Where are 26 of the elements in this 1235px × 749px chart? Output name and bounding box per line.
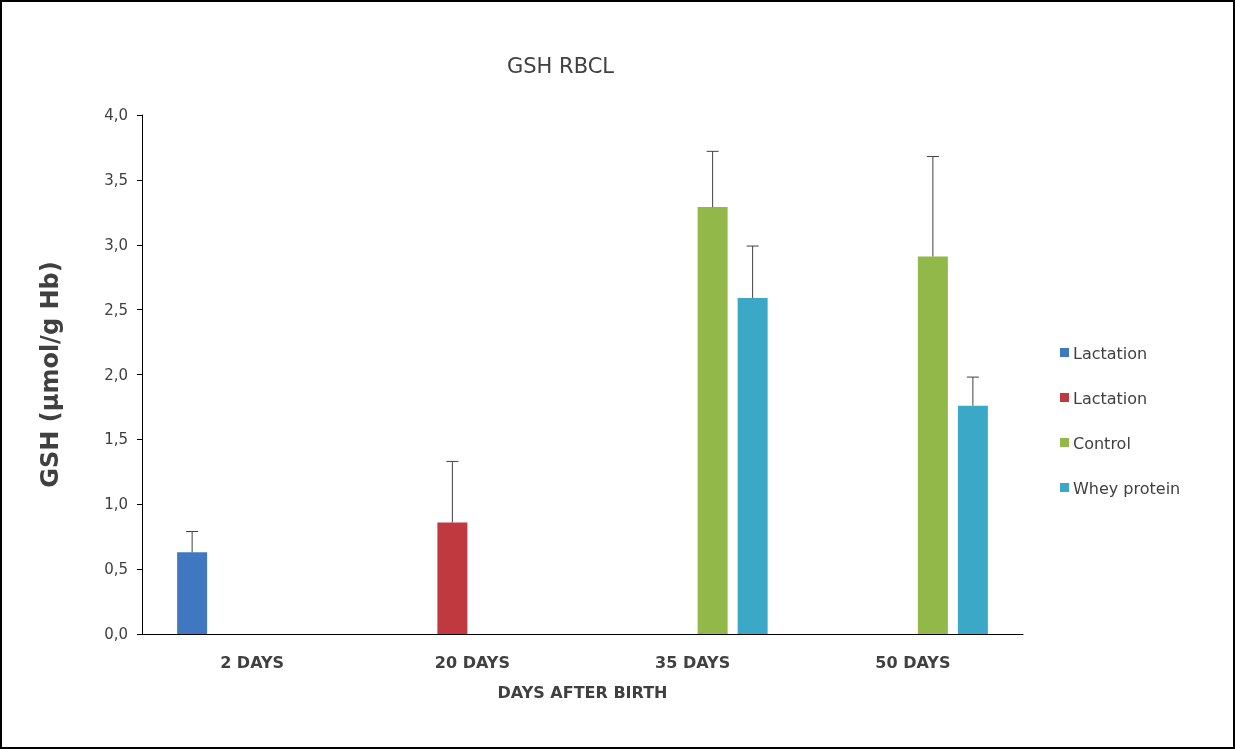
y-tick-label: 3,0 — [104, 235, 128, 254]
legend-label: Lactation — [1073, 388, 1148, 408]
y-tick-label: 2,0 — [104, 365, 128, 384]
bar — [957, 405, 988, 634]
bar — [737, 297, 768, 634]
y-axis-title: GSH (µmol/g Hb) — [36, 261, 64, 488]
x-tick-label: 20 DAYS — [434, 652, 510, 672]
chart-title: GSH RBCL — [507, 53, 615, 78]
bar — [177, 552, 208, 634]
x-axis-title: DAYS AFTER BIRTH — [497, 682, 668, 702]
y-tick-label: 2,5 — [104, 300, 128, 319]
bar — [917, 256, 948, 634]
y-tick-label: 0,5 — [104, 560, 128, 579]
y-tick-label: 1,0 — [104, 495, 128, 514]
x-tick-label: 2 DAYS — [220, 652, 285, 672]
legend-label: Control — [1073, 433, 1131, 453]
bar — [437, 522, 468, 634]
y-tick-label: 1,5 — [104, 430, 128, 449]
legend-label: Whey protein — [1073, 478, 1181, 498]
legend-label: Lactation — [1073, 343, 1148, 363]
x-tick-label: 50 DAYS — [875, 652, 951, 672]
y-tick-label: 0,0 — [104, 625, 128, 643]
y-tick-label: 3,5 — [104, 170, 128, 189]
bar — [697, 207, 728, 634]
y-tick-label: 4,0 — [104, 106, 128, 124]
x-tick-label: 35 DAYS — [655, 652, 731, 672]
